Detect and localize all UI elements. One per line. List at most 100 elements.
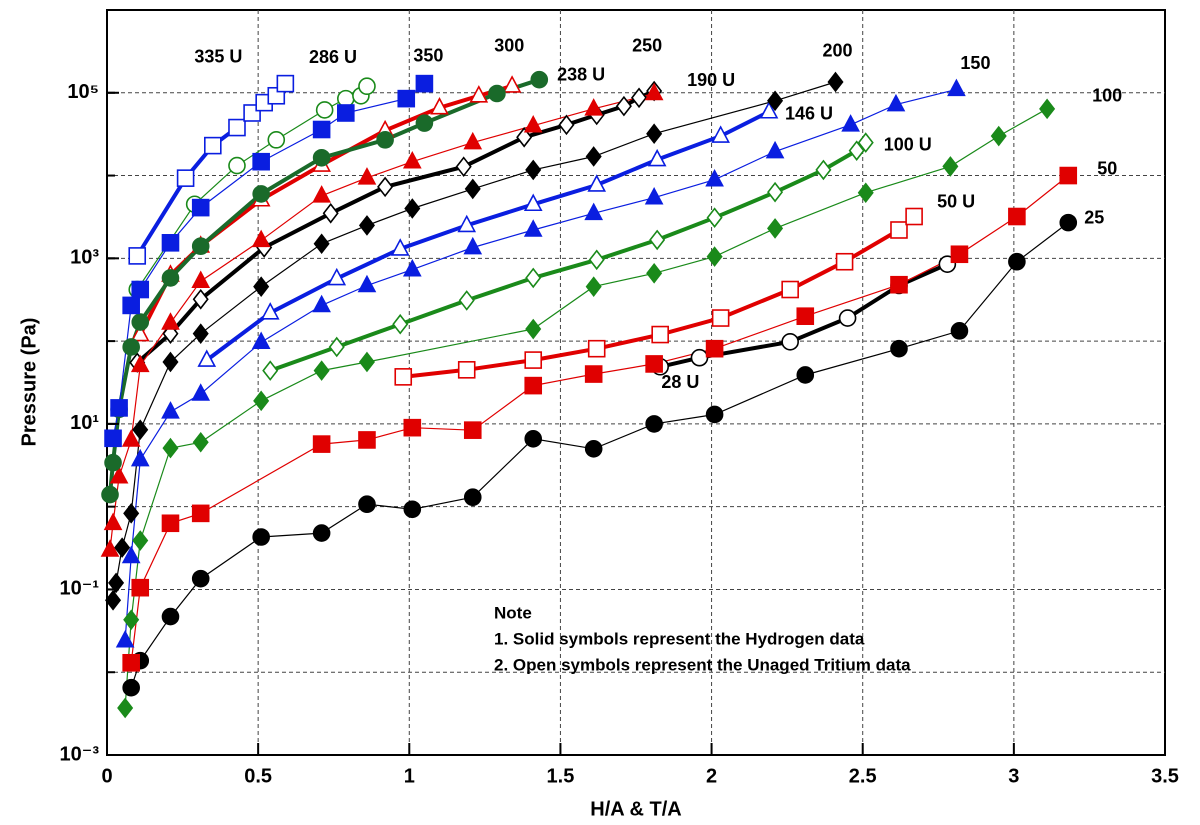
point <box>358 351 375 373</box>
point <box>312 435 331 453</box>
point <box>415 114 434 132</box>
point <box>705 339 724 358</box>
point <box>705 169 724 187</box>
point <box>457 361 476 379</box>
point <box>130 354 150 373</box>
point <box>463 488 482 507</box>
point <box>162 437 179 459</box>
point <box>377 176 394 198</box>
point <box>584 440 603 458</box>
point <box>260 302 280 320</box>
point <box>711 125 730 143</box>
point <box>765 140 785 159</box>
point <box>128 247 147 265</box>
point <box>1059 166 1078 185</box>
point <box>115 630 135 648</box>
point <box>161 514 180 533</box>
series-label: 50 <box>1097 158 1117 178</box>
point <box>192 288 209 310</box>
series-label: 300 <box>494 35 524 55</box>
point <box>430 97 449 115</box>
note-line: 2. Open symbols represent the Unaged Tri… <box>494 655 911 674</box>
point <box>358 215 375 236</box>
point <box>312 185 331 203</box>
point <box>759 101 779 119</box>
point <box>161 269 180 287</box>
point <box>253 390 270 412</box>
point <box>109 466 129 484</box>
y-tick-label: 10¹ <box>70 412 99 434</box>
x-tick-label: 3 <box>1008 765 1019 787</box>
point <box>838 309 857 327</box>
point <box>706 207 723 228</box>
axes: 10⁻³ 10⁻¹ 10¹ 10³ 10⁵ 0 0.5 1 1.5 2 2.5 3 3.5 <box>60 81 1179 787</box>
point <box>525 267 542 289</box>
series-label: 190 U <box>687 70 735 90</box>
point <box>130 323 150 342</box>
point <box>463 236 483 255</box>
point <box>646 123 663 145</box>
point <box>767 218 784 239</box>
point <box>796 307 815 325</box>
point <box>890 275 908 294</box>
point <box>705 405 724 424</box>
point <box>585 276 602 297</box>
point <box>312 294 331 313</box>
point <box>558 114 575 136</box>
point <box>584 202 604 221</box>
point <box>796 366 815 384</box>
point <box>392 313 409 335</box>
point <box>647 148 667 167</box>
point <box>524 351 543 369</box>
y-tick-label: 10⁻¹ <box>60 578 100 600</box>
series-label: 100 <box>1092 86 1122 106</box>
point <box>890 339 908 358</box>
point <box>588 249 605 271</box>
point <box>402 151 422 169</box>
point <box>767 181 784 203</box>
point <box>502 75 522 93</box>
point <box>132 419 149 441</box>
point <box>253 276 270 297</box>
point <box>251 331 271 350</box>
point <box>469 85 489 103</box>
point <box>525 159 542 181</box>
point <box>455 156 472 177</box>
point <box>358 431 376 449</box>
x-tick-label: 2.5 <box>849 765 877 787</box>
x-tick-label: 2 <box>706 765 717 787</box>
series-line <box>109 92 655 550</box>
point <box>645 355 663 373</box>
y-axis-title: Pressure (Pa) <box>18 318 40 447</box>
point <box>191 270 211 288</box>
note-title: Note <box>494 603 532 622</box>
point <box>376 131 394 149</box>
point <box>114 537 131 558</box>
point <box>524 430 543 448</box>
point <box>312 120 331 139</box>
series-line <box>124 88 957 641</box>
point <box>458 290 475 311</box>
point <box>123 503 140 524</box>
point <box>161 312 180 330</box>
point <box>121 545 141 564</box>
point <box>101 485 119 504</box>
point <box>886 93 906 112</box>
point <box>646 262 663 284</box>
series-label: 200 <box>823 41 853 61</box>
point <box>108 572 125 594</box>
series-label: 150 <box>960 53 990 73</box>
point <box>122 338 140 356</box>
x-tick-label: 1 <box>404 765 415 787</box>
series-label: 28 U <box>661 372 699 392</box>
point <box>122 678 140 697</box>
point <box>251 229 271 248</box>
point <box>463 131 483 150</box>
series-label: 25 <box>1084 207 1104 227</box>
point <box>835 252 854 271</box>
point <box>161 401 180 419</box>
point <box>358 77 376 96</box>
point <box>947 78 966 97</box>
point <box>890 221 908 239</box>
